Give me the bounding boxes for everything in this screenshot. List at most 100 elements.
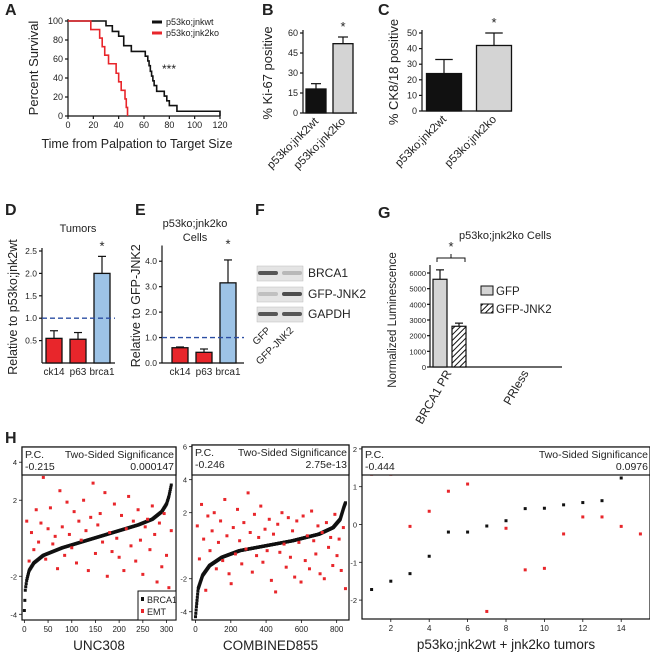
y-tick-label: 80 (53, 35, 63, 45)
scatter-point-BRCA1 (389, 579, 393, 583)
x-axis-label: Time from Palpation to Target Size (41, 137, 232, 151)
significance-star: * (491, 15, 496, 30)
scatter-point-EMT (79, 538, 83, 542)
y-tick-label: 100 (48, 16, 63, 26)
x-axis-label: p53ko;jnk2wt + jnk2ko tumors (417, 637, 595, 652)
x-tick-label: 10 (540, 624, 549, 633)
scatter-point-EMT (167, 586, 171, 590)
legend-swatch-GFP-JNK2 (480, 303, 494, 314)
scatter-point-EMT (274, 590, 278, 594)
pc-value: -0.215 (25, 461, 55, 473)
scatter-point-EMT (267, 517, 271, 521)
panel-letter-F: F (255, 202, 265, 219)
x-tick-label: ck14 (43, 367, 65, 378)
stats-header-box (361, 446, 650, 476)
scatter-point-EMT (216, 540, 220, 544)
scatter-point-EMT (581, 515, 585, 519)
scatter-point-EMT (341, 526, 345, 530)
x-tick-label: 200 (224, 625, 238, 634)
scatter-point-EMT (329, 535, 333, 539)
scatter-point-EMT (146, 517, 150, 521)
blot-band (258, 292, 278, 296)
significance-star: * (340, 19, 345, 34)
scatter-point-EMT (37, 540, 41, 544)
scatter-point-EMT (202, 537, 206, 541)
scatter-point-EMT (320, 531, 324, 534)
blot-strip-GAPDH (256, 306, 304, 323)
pc-label: P.C. (195, 447, 214, 459)
chart-title: Cells (183, 232, 208, 244)
x-tick-label: 100 (65, 625, 79, 634)
blot-band (282, 271, 302, 275)
x-tick-label: 14 (617, 624, 626, 633)
scatter-point-EMT (276, 522, 280, 526)
scatter-point-EMT (219, 519, 223, 523)
y-tick-label: 15 (288, 88, 298, 98)
scatter-point-EMT (70, 546, 74, 550)
scatter-point-EMT (108, 531, 112, 535)
x-tick-label: p63 (196, 367, 213, 378)
x-tick-label: 200 (112, 625, 126, 634)
scatter-point-EMT (110, 550, 114, 554)
y-tick-label: 2.0 (145, 307, 157, 317)
scatter-point-EMT (327, 545, 331, 549)
scatter-point-EMT (101, 540, 105, 544)
y-tick-label: 1.5 (25, 291, 37, 301)
blot-row-label: BRCA1 (308, 266, 348, 280)
blot-band (282, 292, 302, 296)
scatter-point-EMT (165, 553, 169, 557)
x-tick-label: 0 (65, 120, 70, 130)
x-tick-label: 80 (164, 120, 174, 130)
scatter-point-EMT (246, 491, 250, 495)
panel-letter-G: G (378, 205, 390, 222)
scatter-point-EMT (278, 550, 282, 554)
scatter-point-EMT (316, 524, 320, 528)
scatter-point-EMT (214, 567, 218, 571)
scatter-point-EMT (427, 509, 431, 513)
scatter-point-EMT (150, 504, 154, 508)
y-tick-label: 5000 (409, 285, 426, 294)
scatter-point-EMT (299, 580, 303, 584)
y-tick-label: 1.0 (25, 313, 37, 323)
significance-star: * (448, 239, 453, 254)
scatter-point-EMT (265, 549, 269, 553)
scatter-point-BRCA1 (194, 608, 198, 612)
x-tick-label: 800 (330, 625, 344, 634)
y-tick-label: 6000 (409, 269, 426, 278)
scatter-point-BRCA1 (196, 592, 200, 596)
scatter-point-EMT (248, 531, 252, 534)
scatter-point-BRCA1 (370, 588, 374, 592)
y-tick-label: 60 (53, 54, 63, 64)
panel-letter-C: C (378, 2, 390, 19)
scatter-point-EMT (127, 494, 131, 498)
y-tick-label: 4 (183, 476, 187, 485)
scatter-point-EMT (339, 568, 343, 572)
scatter-point-EMT (255, 554, 259, 558)
scatter-point-EMT (53, 534, 57, 538)
scatter-point-BRCA1 (167, 492, 171, 496)
scatter-point-EMT (303, 559, 307, 563)
scatter-point-BRCA1 (22, 608, 26, 612)
legend-box (137, 590, 177, 621)
bar-p53ko;jnk2wt (305, 88, 327, 114)
y-axis-label: Normalized Luminescence (387, 252, 399, 388)
scatter-point-EMT (562, 532, 566, 536)
scatter-point-BRCA1 (600, 499, 604, 503)
y-tick-label: 0 (422, 363, 426, 372)
y-tick-label: 30 (288, 68, 298, 78)
pc-label: P.C. (365, 449, 384, 461)
scatter-point-EMT (103, 491, 107, 495)
scatter-point-EMT (242, 521, 246, 525)
scatter-point-EMT (117, 555, 121, 559)
scatter-point-BRCA1 (194, 611, 198, 615)
scatter-point-EMT (280, 511, 284, 515)
scatter-point-EMT (305, 534, 309, 538)
scatter-point-EMT (271, 532, 275, 536)
significance-value: 2.75e-13 (306, 459, 348, 471)
y-tick-label: 1 (353, 483, 357, 492)
significance-label: Two-Sided Significance (539, 449, 648, 461)
x-tick-label: brca1 (215, 367, 240, 378)
y-tick-label: 30 (407, 59, 417, 69)
x-tick-label: 40 (114, 120, 124, 130)
